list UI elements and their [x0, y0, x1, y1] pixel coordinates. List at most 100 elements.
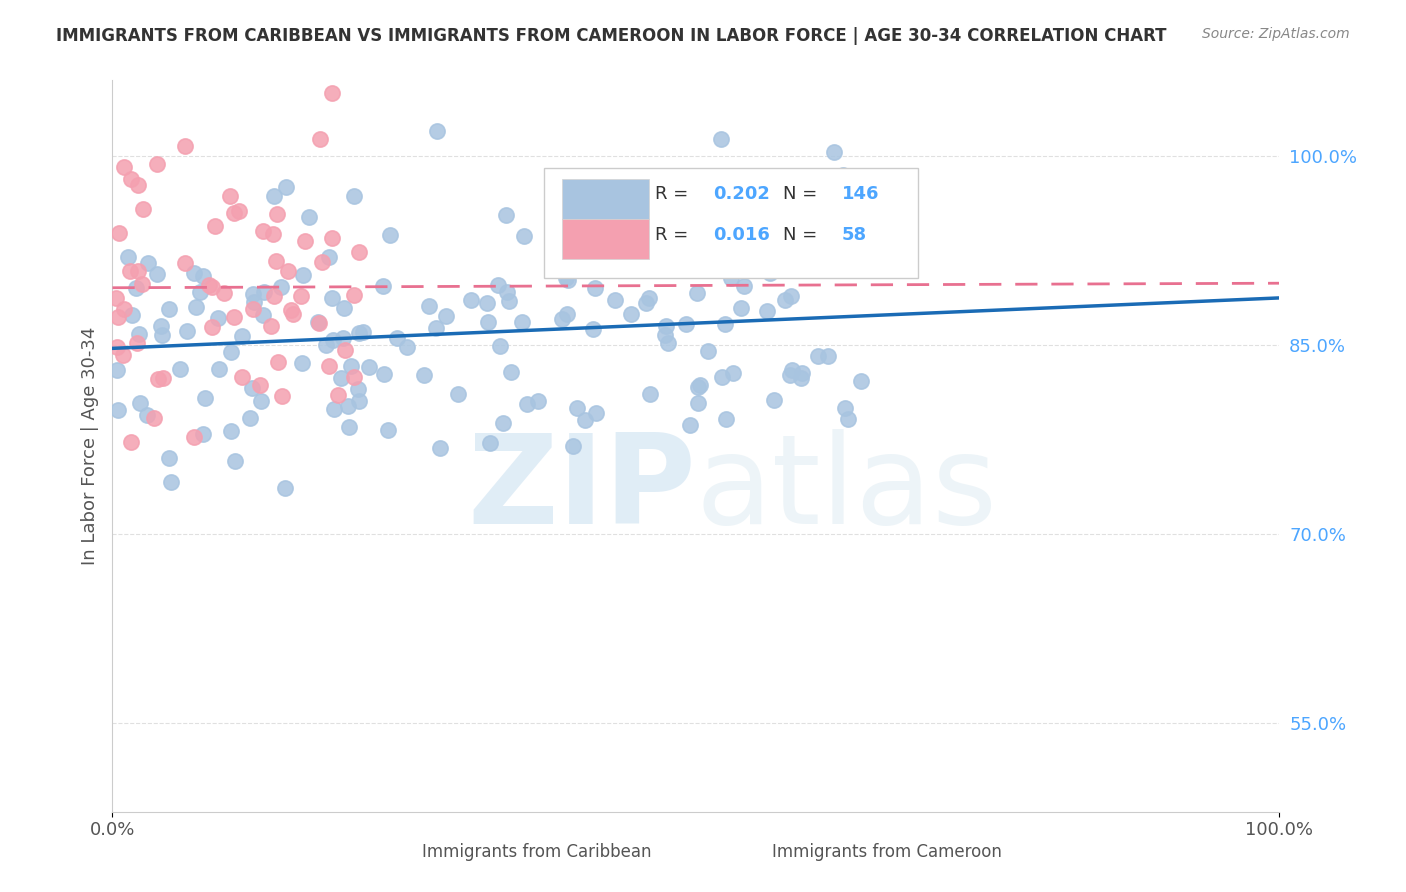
Text: Source: ZipAtlas.com: Source: ZipAtlas.com [1202, 27, 1350, 41]
Point [250, 393, 273, 408]
Point [478, 436, 501, 450]
Point [654, 328, 676, 343]
Point [714, 412, 737, 426]
Point [280, 303, 302, 318]
Point [105, 340, 128, 354]
Point [173, 255, 195, 269]
Point [108, 226, 131, 240]
Point [252, 308, 274, 322]
Point [838, 251, 860, 265]
Text: Immigrants from Cameroon: Immigrants from Cameroon [772, 843, 1001, 861]
Point [143, 411, 166, 425]
Point [259, 318, 281, 333]
Point [343, 188, 366, 202]
Point [201, 280, 224, 294]
Point [107, 403, 129, 417]
Point [491, 416, 513, 430]
Point [460, 293, 482, 307]
Point [790, 370, 813, 384]
FancyBboxPatch shape [562, 179, 650, 219]
Point [252, 224, 274, 238]
Point [105, 291, 128, 305]
Text: R =: R = [655, 185, 695, 202]
Point [311, 255, 333, 269]
Point [318, 251, 340, 265]
Point [585, 405, 607, 419]
Point [277, 263, 299, 277]
Point [169, 362, 191, 376]
Point [145, 267, 167, 281]
Point [135, 409, 157, 423]
Point [603, 293, 626, 307]
Point [516, 397, 538, 411]
Point [274, 481, 297, 495]
Point [385, 331, 408, 345]
Point [160, 475, 183, 489]
Point [849, 374, 872, 388]
Point [318, 359, 340, 373]
Point [426, 124, 449, 138]
Point [429, 441, 451, 455]
Point [562, 439, 585, 453]
Point [222, 205, 245, 219]
Point [527, 393, 550, 408]
Point [242, 287, 264, 301]
Point [489, 338, 512, 352]
Point [349, 393, 371, 408]
Point [176, 324, 198, 338]
Point [194, 391, 217, 405]
Point [184, 301, 207, 315]
Point [128, 326, 150, 341]
Point [204, 219, 226, 233]
Point [120, 434, 142, 449]
Point [643, 251, 665, 265]
Point [263, 189, 285, 203]
Point [266, 207, 288, 221]
Point [270, 280, 292, 294]
Point [721, 366, 744, 380]
Point [152, 371, 174, 385]
Point [353, 325, 375, 339]
Point [201, 320, 224, 334]
Point [183, 266, 205, 280]
Point [343, 369, 366, 384]
Point [127, 178, 149, 192]
Point [620, 307, 643, 321]
Point [758, 266, 780, 280]
Point [780, 362, 803, 376]
Point [129, 396, 152, 410]
Point [290, 356, 312, 370]
Point [780, 289, 803, 303]
Point [224, 454, 246, 468]
Point [837, 412, 859, 426]
Point [219, 345, 242, 359]
Text: atlas: atlas [696, 429, 998, 550]
Point [675, 317, 697, 331]
Point [357, 359, 380, 374]
Text: R =: R = [655, 227, 695, 244]
Point [112, 301, 135, 316]
Point [792, 367, 814, 381]
Point [290, 289, 312, 303]
Point [212, 285, 235, 300]
Point [686, 285, 709, 300]
Text: Immigrants from Caribbean: Immigrants from Caribbean [422, 843, 651, 861]
Point [136, 256, 159, 270]
Text: N =: N = [783, 185, 824, 202]
Point [551, 312, 574, 326]
Point [574, 413, 596, 427]
Point [219, 189, 242, 203]
Point [157, 302, 180, 317]
Point [711, 370, 734, 384]
Point [775, 293, 797, 307]
Text: IMMIGRANTS FROM CARIBBEAN VS IMMIGRANTS FROM CAMEROON IN LABOR FORCE | AGE 30-34: IMMIGRANTS FROM CARIBBEAN VS IMMIGRANTS … [56, 27, 1167, 45]
Point [120, 172, 142, 186]
Point [264, 254, 287, 268]
Point [697, 343, 720, 358]
Point [434, 309, 457, 323]
Point [294, 235, 316, 249]
Point [132, 202, 155, 216]
Point [274, 179, 297, 194]
Point [193, 427, 215, 442]
Point [396, 340, 419, 354]
